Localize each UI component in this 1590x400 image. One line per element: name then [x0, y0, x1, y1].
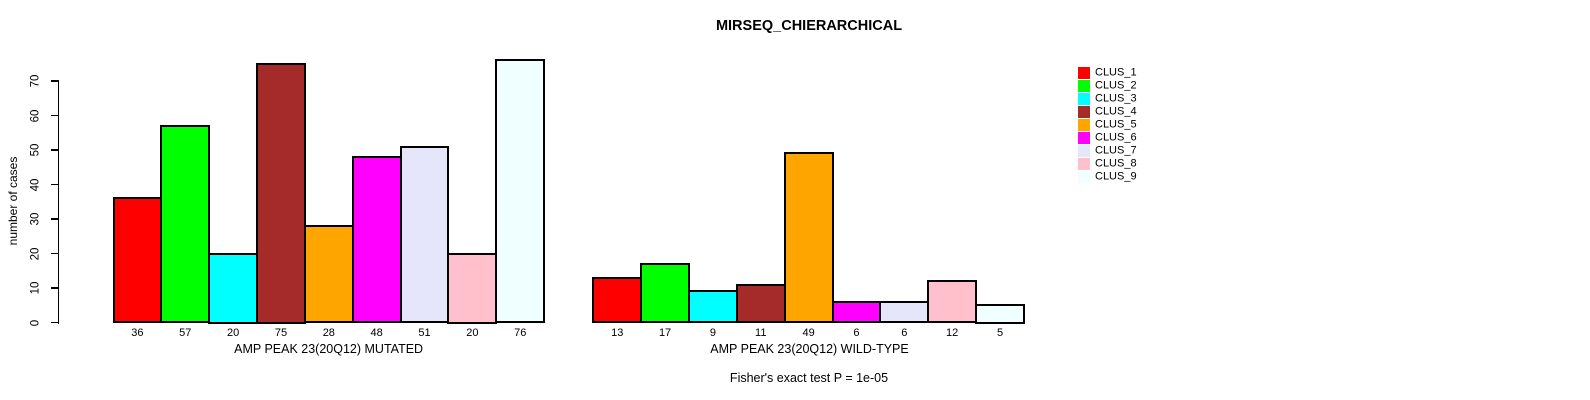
bar-value-label: 28: [322, 326, 335, 339]
y-tick-mark: [50, 80, 58, 82]
y-axis-label: number of cases: [6, 156, 20, 246]
bar-clus_7: [399, 145, 450, 324]
bar-value-label: 12: [946, 326, 959, 339]
bar-clus_4: [256, 62, 306, 324]
legend-label-clus_6: CLUS_6: [1095, 131, 1137, 144]
bar-value-label: 36: [131, 326, 144, 339]
y-tick-mark: [50, 252, 58, 255]
bar-clus_9: [495, 59, 546, 324]
legend-swatch-clus_1: [1078, 66, 1090, 79]
legend-label-clus_8: CLUS_8: [1095, 157, 1137, 170]
y-tick-label: 50: [29, 143, 42, 157]
y-tick-mark: [50, 287, 58, 289]
bar-value-label: 49: [802, 326, 815, 339]
bar-clus_3: [208, 252, 259, 324]
legend-swatch-clus_4: [1078, 105, 1090, 118]
bar-clus_6: [831, 300, 882, 324]
bar-value-label: 20: [227, 326, 240, 339]
bar-clus_8: [447, 252, 498, 324]
bar-value-label: 75: [274, 326, 288, 339]
y-tick-mark: [50, 149, 58, 151]
bar-clus_4: [735, 283, 786, 324]
y-tick-label: 70: [29, 74, 42, 88]
legend-swatch-clus_9: [1078, 171, 1090, 184]
x-axis-label-wildtype: AMP PEAK 23(20Q12) WILD-TYPE: [710, 342, 909, 356]
bar-value-label: 20: [466, 326, 479, 339]
bar-value-label: 17: [658, 326, 672, 339]
legend-swatch-clus_2: [1078, 79, 1090, 92]
bar-clus_8: [927, 280, 978, 324]
bar-value-label: 48: [370, 326, 383, 339]
bar-value-label: 6: [853, 326, 860, 339]
legend-label-clus_9: CLUS_9: [1095, 170, 1137, 183]
legend-label-clus_7: CLUS_7: [1095, 144, 1137, 157]
bar-value-label: 13: [611, 326, 624, 339]
y-tick-label: 60: [29, 109, 42, 122]
legend-label-clus_1: CLUS_1: [1095, 66, 1137, 78]
y-tick-label: 10: [29, 281, 42, 295]
y-tick-mark: [50, 321, 58, 324]
bar-clus_5: [303, 224, 354, 324]
bar-value-label: 76: [514, 326, 527, 339]
bar-clus_2: [160, 124, 211, 324]
chart-title: MIRSEQ_CHIERARCHICAL: [715, 18, 903, 34]
y-tick-label: 0: [29, 319, 42, 326]
legend-swatch-clus_3: [1078, 92, 1090, 105]
legend-swatch-clus_8: [1078, 158, 1090, 171]
y-tick-mark: [50, 114, 58, 117]
bar-clus_1: [592, 276, 643, 324]
fisher-test-text: Fisher's exact test P = 1e-05: [729, 371, 889, 385]
legend-swatch-clus_5: [1078, 118, 1090, 131]
legend-swatch-clus_7: [1078, 145, 1090, 158]
legend-label-clus_2: CLUS_2: [1095, 79, 1137, 92]
bar-value-label: 51: [418, 326, 431, 339]
legend-label-clus_5: CLUS_5: [1095, 118, 1137, 131]
y-tick-label: 20: [29, 247, 42, 260]
bar-clus_7: [879, 300, 930, 324]
y-axis-line: [57, 80, 60, 324]
bar-clus_2: [640, 262, 690, 324]
x-axis-label-mutated: AMP PEAK 23(20Q12) MUTATED: [234, 342, 424, 356]
bar-clus_1: [112, 197, 163, 324]
bar-clus_9: [975, 304, 1025, 324]
bar-value-label: 57: [179, 326, 192, 339]
legend-label-clus_4: CLUS_4: [1095, 105, 1137, 118]
bar-clus_6: [351, 155, 402, 324]
legend-swatch-clus_6: [1078, 132, 1090, 144]
bar-value-label: 5: [996, 326, 1004, 339]
bar-value-label: 11: [755, 326, 767, 339]
bar-clus_3: [688, 290, 738, 324]
legend-label-clus_3: CLUS_3: [1095, 92, 1137, 105]
y-tick-mark: [50, 218, 58, 220]
y-tick-mark: [50, 183, 58, 186]
y-tick-label: 40: [29, 178, 42, 191]
bar-value-label: 6: [901, 326, 908, 339]
bar-value-label: 9: [709, 326, 716, 339]
y-tick-label: 30: [29, 212, 42, 226]
bar-clus_5: [783, 152, 834, 324]
